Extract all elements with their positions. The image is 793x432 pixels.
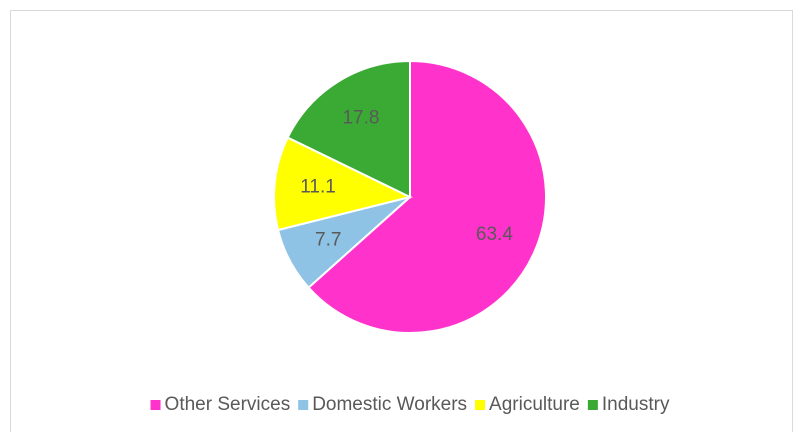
pie-slice xyxy=(286,59,411,199)
legend-label: Industry xyxy=(602,394,670,415)
legend-swatch xyxy=(298,400,309,410)
legend-swatch xyxy=(150,400,161,410)
legend: Other Services Domestic Workers Agricultur… xyxy=(150,394,670,415)
legend-swatch xyxy=(475,400,486,410)
legend-label: Agriculture xyxy=(489,394,580,415)
data-label: 11.1 xyxy=(300,176,336,197)
legend-label: Other Services xyxy=(165,394,291,415)
pie-slice xyxy=(307,59,547,334)
legend-label: Domestic Workers xyxy=(312,394,467,415)
data-label: 7.7 xyxy=(315,229,341,250)
data-label: 17.8 xyxy=(342,108,379,129)
legend-swatch xyxy=(587,400,598,410)
data-label: 63.4 xyxy=(476,224,513,245)
pie-slice xyxy=(273,136,413,232)
